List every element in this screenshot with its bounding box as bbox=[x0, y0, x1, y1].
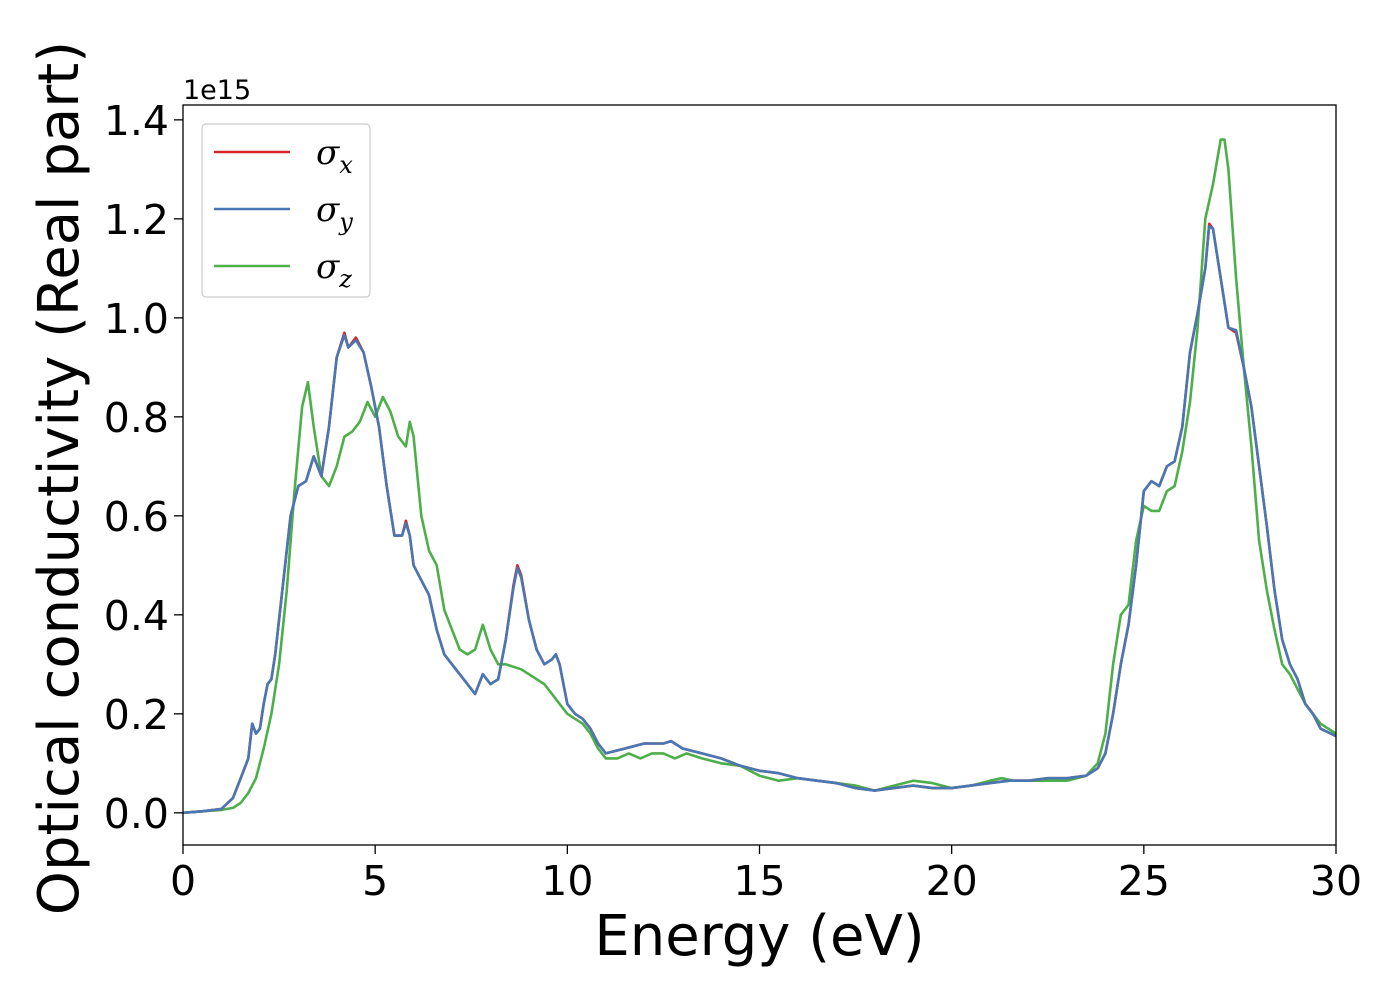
legend-label-x: σx bbox=[316, 133, 353, 179]
legend: σx σy σz bbox=[201, 123, 371, 298]
x-tick-label: 30 bbox=[1310, 857, 1362, 905]
series-line-z bbox=[183, 138, 1336, 815]
x-tick-label: 0 bbox=[170, 857, 196, 905]
y-tick-label: 0.8 bbox=[104, 394, 169, 442]
y-tick-label: 1.0 bbox=[104, 295, 169, 343]
series-line-y bbox=[183, 225, 1336, 815]
legend-label-y: σy bbox=[316, 190, 353, 236]
x-tick-label: 20 bbox=[926, 857, 978, 905]
y-tick-label: 0.6 bbox=[104, 493, 169, 541]
x-tick-label: 10 bbox=[541, 857, 593, 905]
y-tick-label: 0.4 bbox=[104, 592, 169, 640]
series-layer bbox=[183, 138, 1336, 815]
y-axis: 0.0 0.2 0.4 0.6 0.8 1.0 1.2 1.4 bbox=[104, 97, 183, 838]
x-tick-label: 25 bbox=[1118, 857, 1170, 905]
y-tick-label: 0.2 bbox=[104, 691, 169, 739]
x-axis: 0 5 10 15 20 25 30 bbox=[170, 845, 1362, 905]
legend-box bbox=[201, 123, 371, 298]
y-tick-label: 0.0 bbox=[104, 790, 169, 838]
y-tick-label: 1.4 bbox=[104, 97, 169, 145]
y-axis-title: Optical conductivity (Real part) bbox=[27, 41, 92, 915]
x-tick-label: 15 bbox=[733, 857, 785, 905]
legend-label-z: σz bbox=[316, 247, 352, 293]
y-offset-text: 1e15 bbox=[183, 75, 251, 106]
x-axis-title: Energy (eV) bbox=[594, 904, 924, 969]
y-tick-label: 1.2 bbox=[104, 196, 169, 244]
x-tick-label: 5 bbox=[362, 857, 388, 905]
